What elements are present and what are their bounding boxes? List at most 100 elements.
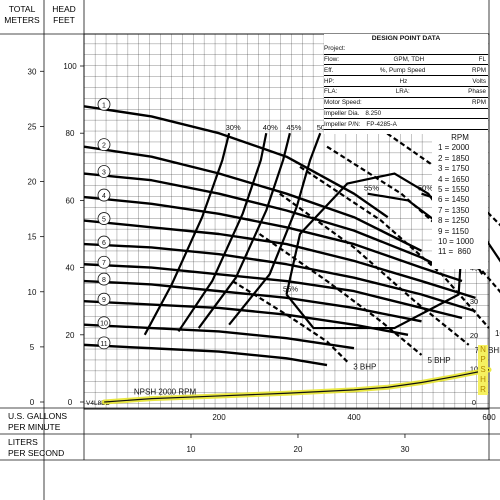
bhp-label: 10 BHP <box>495 329 500 338</box>
design-point-field-label: GPM, TDH <box>393 56 425 64</box>
npshr-tick-label: 20 <box>470 331 478 340</box>
meters-tick-label: 15 <box>28 233 37 242</box>
rpm-circle-8 <box>97 272 111 286</box>
lps-title-2: PER SECOND <box>8 448 64 458</box>
rpm-circle-4 <box>97 188 111 202</box>
impeller-pn-row: Impeller P/N: FP-4285-A <box>324 120 488 131</box>
design-point-field-label: Motor Speed: <box>324 99 362 107</box>
rpm-legend-item: 6 = 1450 <box>438 195 470 205</box>
npshr-letter: S <box>480 365 486 374</box>
design-point-field-label: RPM <box>472 99 486 107</box>
impeller-dia-row: Impeller Dia. 8.250 <box>324 109 488 120</box>
meters-tick-label: 20 <box>28 178 37 187</box>
rpm-circle-label-5: 5 <box>102 217 106 224</box>
efficiency-label-1: 40% <box>263 123 278 132</box>
efficiency-label-5: 55% <box>364 184 379 193</box>
design-point-field-label: FLA: <box>324 88 338 96</box>
rpm-circle-label-4: 4 <box>102 193 106 200</box>
head-curve-10 <box>83 323 355 350</box>
head-curve-9 <box>83 300 409 336</box>
rpm-circle-1 <box>97 97 111 111</box>
design-point-field-label: FL <box>478 56 487 64</box>
rpm-legend-title: RPM <box>451 133 469 142</box>
npshr-tick-label: 30 <box>470 297 478 306</box>
impeller-dia-value: 8.250 <box>365 110 382 118</box>
efficiency-label-6: 50% <box>418 184 433 193</box>
design-point-field-label: Project: <box>324 45 346 53</box>
rpm-circle-label-6: 6 <box>102 240 106 247</box>
design-point-title: DESIGN POINT DATA <box>371 35 441 42</box>
feet-tick-label: 20 <box>66 331 75 340</box>
design-point-panel: DESIGN POINT DATA Project: Flow: GPM, TDH F… <box>324 34 488 134</box>
rpm-circle-label-11: 11 <box>100 341 107 348</box>
rpm-circle-label-3: 3 <box>102 170 106 177</box>
impeller-pn-value: FP-4285-A <box>366 120 397 128</box>
lps-tick-label: 30 <box>401 445 410 454</box>
rpm-circle-7 <box>97 255 111 269</box>
meters-tick-label: 0 <box>30 398 35 407</box>
rpm-legend-item: 5 = 1550 <box>438 185 470 195</box>
head-curve-5 <box>83 219 476 299</box>
rpm-circle-3 <box>97 165 111 178</box>
model-code: V4L8BD <box>86 400 111 407</box>
feet-tick-label: 40 <box>66 264 75 273</box>
design-point-row: Flow: GPM, TDH FL <box>324 55 488 66</box>
rpm-legend-item: 4 = 1650 <box>438 174 470 184</box>
rpm-legend-item: 3 = 1750 <box>438 164 470 174</box>
npshr-letter: H <box>480 375 486 384</box>
gpm-tick-label: 600 <box>482 413 496 422</box>
efficiency-label-4: 55% <box>283 284 298 293</box>
bhp-curve <box>258 233 423 356</box>
rpm-circle-6 <box>97 235 111 249</box>
bhp-curve <box>366 118 500 227</box>
feet-tick-label: 80 <box>66 129 75 138</box>
design-point-field-label: HP: <box>324 77 335 85</box>
npshr-tick-label: 10 <box>470 364 478 373</box>
npshr-letter: R <box>480 385 486 394</box>
meters-title-2: METERS <box>4 15 40 25</box>
gpm-title-2: PER MINUTE <box>8 422 61 432</box>
bhp-curve <box>279 192 470 346</box>
gpm-tick-label: 200 <box>212 413 226 422</box>
efficiency-curve-2 <box>197 132 291 329</box>
design-point-row: HP: Hz Volts <box>324 77 488 87</box>
design-point-field-label: %, Pump Speed <box>379 66 426 74</box>
rpm-circle-label-1: 1 <box>102 102 106 109</box>
gpm-title-1: U.S. GALLONS <box>8 411 67 421</box>
rpm-circle-10 <box>97 316 111 330</box>
lps-title-1: LITERS <box>8 437 38 447</box>
bhp-label: 3 BHP <box>353 363 376 372</box>
meters-tick-label: 25 <box>28 122 37 131</box>
rpm-circle-9 <box>97 292 111 306</box>
design-point-row: Motor Speed: RPM <box>324 98 488 109</box>
rpm-circle-11 <box>97 336 111 350</box>
npsh-curve-label: NPSH 2000 RPM <box>134 388 197 397</box>
feet-title-2: FEET <box>53 15 75 25</box>
design-point-field-label: RPM <box>472 66 487 74</box>
rpm-circle-label-10: 10 <box>100 321 108 328</box>
efficiency-curve-1 <box>177 132 268 333</box>
efficiency-label-0: 30% <box>226 123 241 132</box>
rpm-circle-label-8: 8 <box>102 277 106 284</box>
rpm-circle-label-7: 7 <box>102 260 106 267</box>
design-point-field-label: Hz <box>399 77 408 85</box>
design-point-field-label: Phase <box>468 88 487 96</box>
bhp-curve <box>299 165 490 329</box>
design-point-field-label: Flow: <box>324 56 340 64</box>
design-point-field-label: LRA: <box>395 88 410 96</box>
bhp-curve <box>326 145 500 294</box>
rpm-circle-label-9: 9 <box>102 297 106 304</box>
head-curve-6 <box>83 242 476 313</box>
rpm-legend-item: 7 = 1350 <box>438 205 470 215</box>
feet-tick-label: 0 <box>68 398 73 407</box>
lps-tick-label: 20 <box>294 445 303 454</box>
design-point-row: Eff. %, Pump Speed RPM <box>324 66 488 77</box>
rpm-legend-item: 9 = 1150 <box>438 226 469 236</box>
rpm-legend-item: 8 = 1250 <box>438 216 470 226</box>
efficiency-curve-3 <box>228 132 322 326</box>
feet-tick-label: 60 <box>66 196 75 205</box>
meters-tick-label: 5 <box>30 343 35 352</box>
design-point-row: FLA: LRA: Phase <box>324 87 488 98</box>
head-curve-11 <box>83 343 328 367</box>
